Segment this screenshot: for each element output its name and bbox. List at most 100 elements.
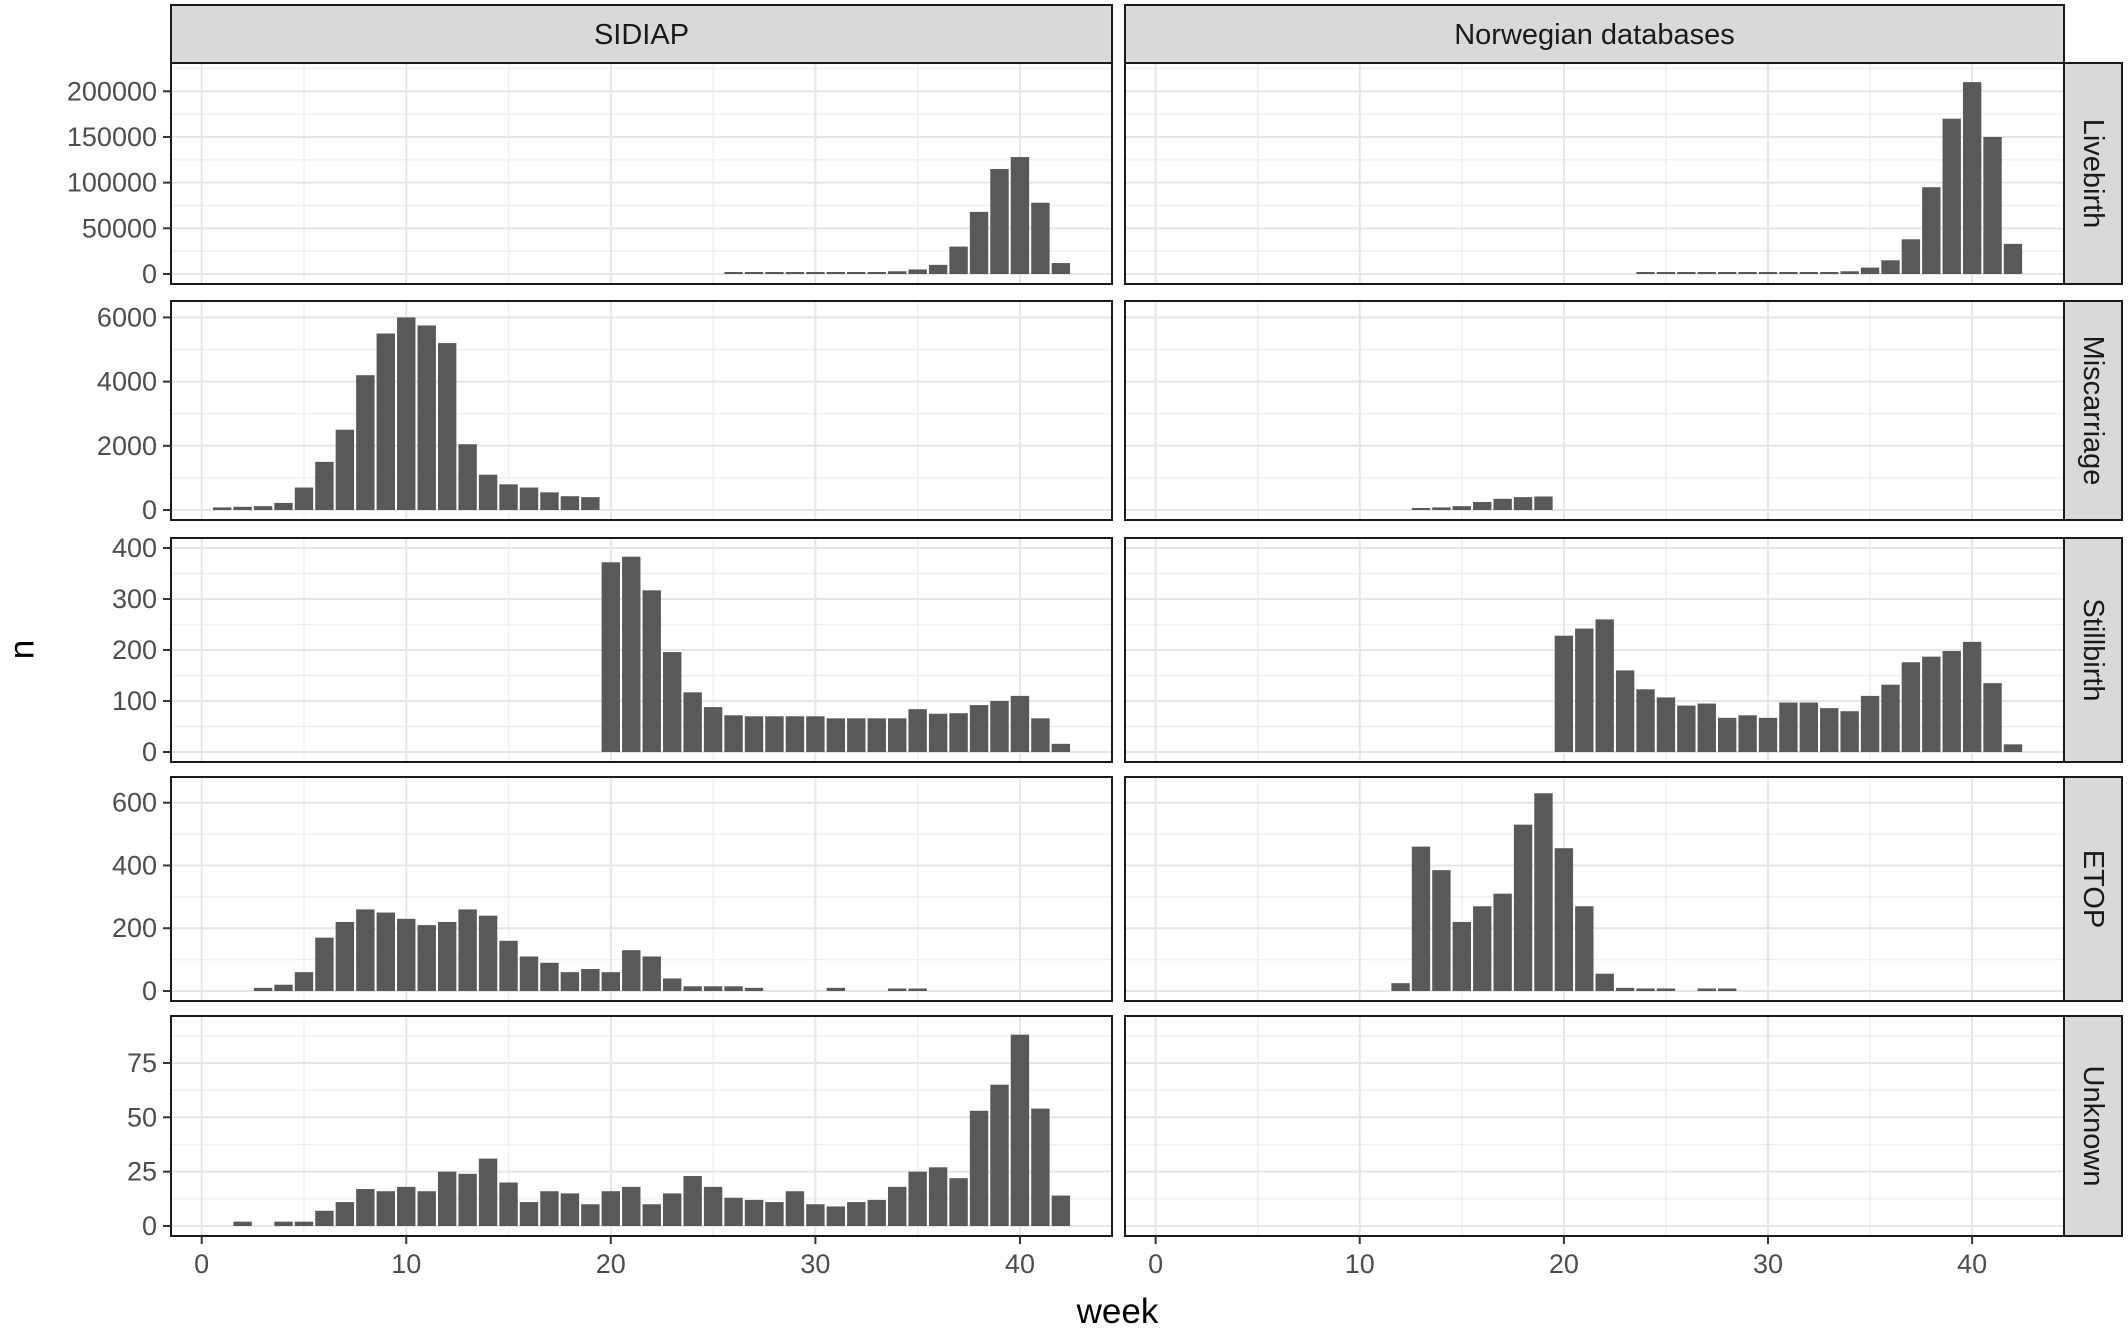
panel-background [171,777,1112,1001]
bar-sidiap-stillbirth-week-36 [928,713,948,752]
panel-norwegian-databases-unknown: 0 10 20 30 40 [1124,1015,2065,1279]
bar-sidiap-stillbirth-week-20 [601,562,621,752]
bar-sidiap-miscarriage-week-8 [356,375,375,510]
bar-sidiap-livebirth-week-27 [744,272,764,274]
bar-sidiap-miscarriage-week-19 [581,497,600,510]
bar-sidiap-unknown-week-11 [417,1191,436,1226]
bar-sidiap-miscarriage-week-10 [397,317,416,510]
bar-sidiap-stillbirth-week-23 [662,652,682,752]
bar-sidiap-unknown-week-35 [908,1171,927,1226]
bar-sidiap-miscarriage-week-7 [335,429,355,510]
bar-norwegian-databases-stillbirth-week-21 [1575,628,1594,752]
bar-norwegian-databases-livebirth-week-25 [1656,272,1676,274]
bar-sidiap-etop-week-27 [744,987,764,991]
panel-norwegian-databases-livebirth [1124,62,2065,285]
strip-etop: ETOP [2063,776,2123,1002]
bar-sidiap-etop-week-31 [826,987,846,991]
bar-sidiap-etop-week-17 [540,962,559,991]
bar-sidiap-etop-week-14 [478,915,498,991]
bar-sidiap-stillbirth-week-39 [990,701,1009,752]
bar-sidiap-etop-week-8 [356,909,375,991]
bar-sidiap-etop-week-35 [908,988,927,991]
bar-norwegian-databases-etop-week-17 [1493,893,1512,991]
bar-sidiap-livebirth-week-26 [724,272,743,274]
bar-norwegian-databases-etop-week-27 [1697,988,1716,991]
strip-sidiap: SIDIAP [170,4,1113,64]
bar-sidiap-stillbirth-week-41 [1031,718,1050,752]
bar-sidiap-stillbirth-week-34 [888,718,907,752]
bar-norwegian-databases-stillbirth-week-38 [1922,656,1941,752]
x-tick-label: 30 [800,1249,830,1279]
bar-sidiap-unknown-week-16 [519,1202,539,1226]
bar-norwegian-databases-stillbirth-week-40 [1962,641,1982,752]
bar-norwegian-databases-livebirth-week-39 [1942,118,1961,274]
bar-sidiap-etop-week-13 [458,909,477,991]
bar-norwegian-databases-stillbirth-week-41 [1983,683,2002,752]
x-tick-label: 40 [1957,1249,1987,1279]
bar-sidiap-unknown-week-38 [969,1110,989,1226]
bar-sidiap-livebirth-week-34 [888,271,907,274]
strip-background [2063,300,2123,521]
strip-background [1124,4,2065,64]
bar-sidiap-unknown-week-29 [785,1191,805,1226]
bar-norwegian-databases-stillbirth-week-29 [1738,715,1757,752]
bar-sidiap-miscarriage-week-12 [437,343,457,510]
y-tick-label: 600 [112,788,157,818]
bar-sidiap-livebirth-week-36 [928,264,948,274]
bar-norwegian-databases-miscarriage-week-17 [1493,498,1512,510]
panel-sidiap-unknown: 0 25 50 75 0 10 20 30 40 [127,1015,1113,1279]
y-tick-label: 200 [112,913,157,943]
y-tick-label: 100000 [67,168,157,198]
bar-norwegian-databases-stillbirth-week-25 [1656,697,1676,752]
bar-sidiap-unknown-week-40 [1010,1034,1030,1226]
bar-sidiap-etop-week-3 [253,987,273,991]
bar-sidiap-livebirth-week-32 [847,272,866,274]
bar-sidiap-etop-week-21 [622,950,641,991]
bar-sidiap-stillbirth-week-40 [1010,695,1030,752]
bar-sidiap-stillbirth-week-37 [949,713,968,752]
bar-norwegian-databases-stillbirth-week-30 [1758,717,1778,752]
strip-livebirth: Livebirth [2063,62,2123,285]
bar-sidiap-unknown-week-19 [581,1204,600,1226]
bar-sidiap-miscarriage-week-14 [478,474,498,510]
bar-sidiap-unknown-week-7 [335,1202,355,1226]
bar-sidiap-unknown-week-18 [560,1193,580,1226]
bar-sidiap-livebirth-week-28 [765,272,784,274]
bar-norwegian-databases-etop-week-28 [1717,988,1737,991]
bar-norwegian-databases-etop-week-14 [1432,870,1451,991]
bar-norwegian-databases-livebirth-week-33 [1820,272,1839,274]
bar-sidiap-stillbirth-week-22 [642,590,661,752]
bar-norwegian-databases-miscarriage-week-16 [1473,501,1492,510]
bar-sidiap-unknown-week-33 [867,1199,886,1226]
bar-sidiap-etop-week-15 [499,940,518,991]
bar-norwegian-databases-livebirth-week-41 [1983,136,2002,274]
bar-sidiap-stillbirth-week-32 [847,718,866,752]
bar-norwegian-databases-stillbirth-week-32 [1799,702,1819,752]
bar-sidiap-livebirth-week-37 [949,246,968,274]
bar-sidiap-unknown-week-20 [601,1191,621,1226]
bar-sidiap-unknown-week-41 [1031,1108,1050,1226]
y-tick-label: 400 [112,533,157,563]
panel-sidiap-livebirth: 0 50000 100000 150000 200000 [67,62,1113,289]
bar-sidiap-unknown-week-39 [990,1084,1009,1226]
bar-norwegian-databases-stillbirth-week-27 [1697,703,1716,752]
bar-norwegian-databases-livebirth-week-24 [1636,272,1655,274]
bar-sidiap-etop-week-11 [417,925,436,991]
x-tick-label: 0 [194,1249,209,1279]
strip-norwegian-databases: Norwegian databases [1124,4,2065,64]
bar-sidiap-unknown-week-42 [1051,1195,1071,1226]
bar-norwegian-databases-livebirth-week-42 [2003,243,2023,274]
bar-sidiap-unknown-week-24 [683,1176,702,1226]
bar-norwegian-databases-miscarriage-week-19 [1534,496,1553,510]
y-tick-label: 0 [142,737,157,767]
x-tick-label: 20 [596,1249,626,1279]
bar-norwegian-databases-stillbirth-week-37 [1901,662,1921,752]
bar-sidiap-miscarriage-week-6 [315,461,334,510]
panel-norwegian-databases-stillbirth [1124,537,2065,763]
bar-norwegian-databases-livebirth-week-35 [1860,267,1880,274]
bar-norwegian-databases-livebirth-week-37 [1901,239,1921,274]
bar-sidiap-stillbirth-week-28 [765,716,784,752]
panel-border [170,300,1113,521]
panel-border [1124,300,2065,521]
bar-norwegian-databases-miscarriage-week-14 [1432,507,1451,510]
